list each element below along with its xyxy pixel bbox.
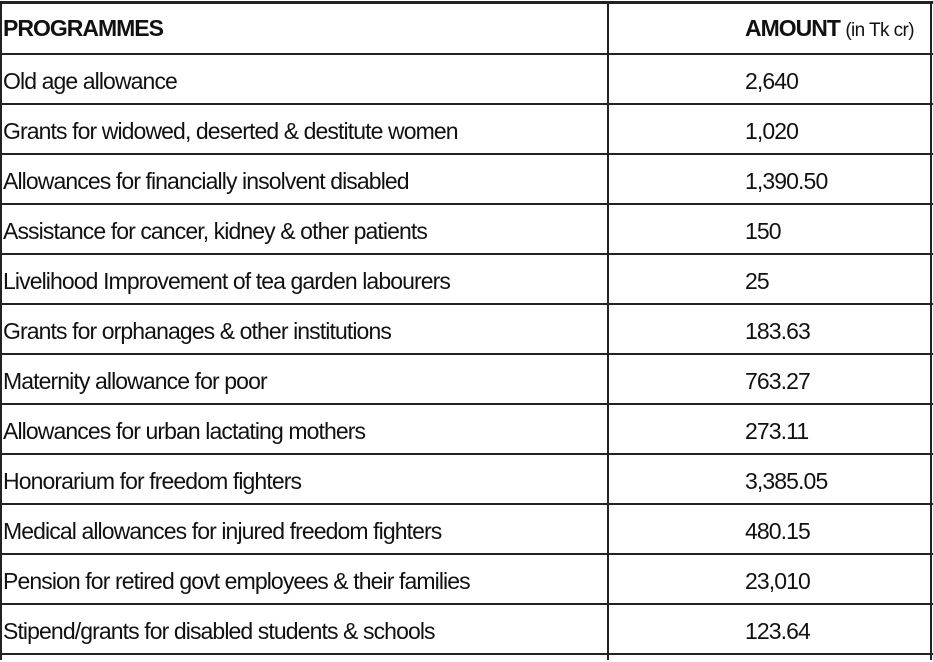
row-rule (0, 203, 933, 205)
right-border (930, 2, 932, 660)
program-name: Allowances for urban lactating mothers (3, 418, 366, 444)
program-name: Allowances for financially insolvent dis… (3, 168, 410, 194)
program-name: Grants for orphanages & other institutio… (3, 318, 392, 344)
header-unit: (in Tk cr) (845, 20, 914, 41)
amount-value: 183.63 (745, 318, 811, 344)
header-programmes: PROGRAMMES (3, 15, 164, 41)
amount-value: 3,385.05 (745, 468, 828, 494)
row-rule (0, 403, 933, 405)
row-rule (0, 553, 933, 555)
left-border (0, 2, 2, 660)
header-amount-text: AMOUNT (745, 15, 841, 41)
row-rule (0, 153, 933, 155)
row-rule (0, 353, 933, 355)
header-rule (0, 53, 933, 55)
header-amount: AMOUNT (in Tk cr) (745, 15, 915, 41)
program-name: Medical allowances for injured freedom f… (3, 518, 442, 544)
program-name: Grants for widowed, deserted & destitute… (3, 118, 459, 144)
amount-value: 273.11 (745, 418, 809, 444)
row-rule (0, 453, 933, 455)
row-rule (0, 253, 933, 255)
row-rule (0, 103, 933, 105)
amount-value: 480.15 (745, 518, 811, 544)
program-name: Livelihood Improvement of tea garden lab… (3, 268, 451, 294)
top-border (0, 1, 933, 4)
program-name: Maternity allowance for poor (3, 368, 268, 394)
row-rule (0, 653, 933, 655)
amount-value: 1,390.50 (745, 168, 828, 194)
program-name: Pension for retired govt employees & the… (3, 568, 471, 594)
amount-value: 763.27 (745, 368, 811, 394)
row-rule (0, 603, 933, 605)
amount-value: 150 (745, 218, 782, 244)
row-rule (0, 303, 933, 305)
program-name: Assistance for cancer, kidney & other pa… (3, 218, 428, 244)
row-rule (0, 503, 933, 505)
program-name: Old age allowance (3, 68, 178, 94)
amount-value: 2,640 (745, 68, 799, 94)
amount-value: 23,010 (745, 568, 811, 594)
program-name: Stipend/grants for disabled students & s… (3, 618, 436, 644)
column-divider (607, 2, 609, 660)
program-name: Honorarium for freedom fighters (3, 468, 302, 494)
amount-value: 123.64 (745, 618, 811, 644)
amount-value: 1,020 (745, 118, 799, 144)
amount-value: 25 (745, 268, 770, 294)
